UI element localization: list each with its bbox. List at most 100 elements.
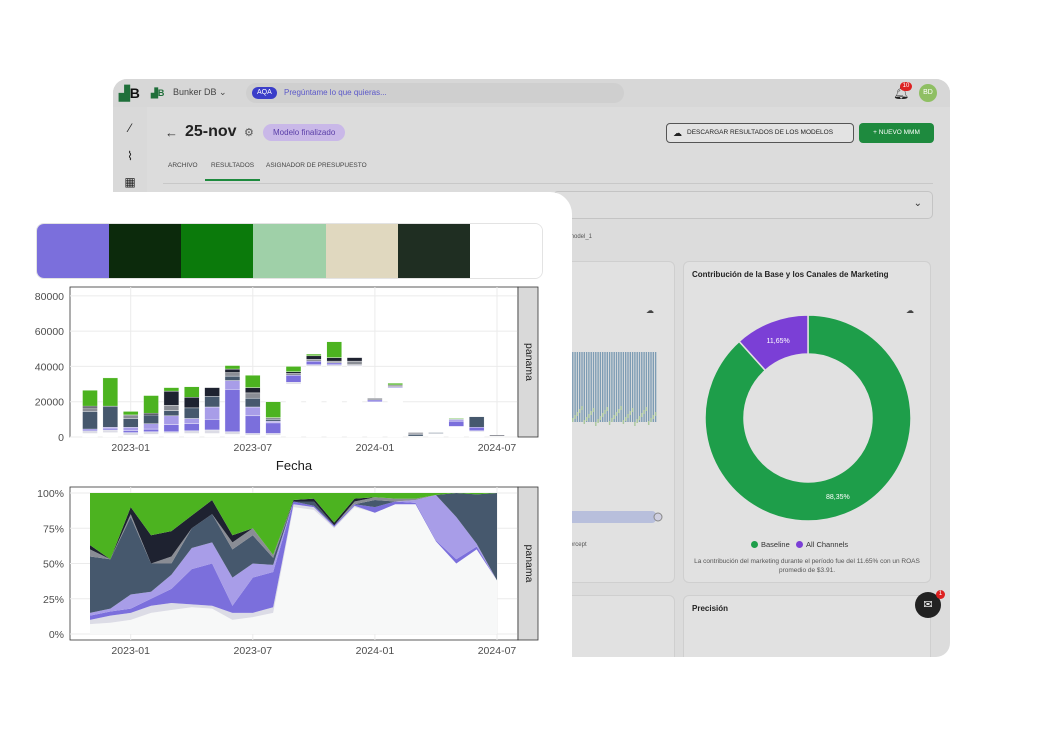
decomposition-bar-top <box>618 409 620 413</box>
decomposition-bar-top <box>645 407 648 411</box>
bar-segment <box>407 434 424 437</box>
decomposition-bar-top <box>602 413 604 417</box>
gear-icon[interactable]: ⚙ <box>244 127 254 139</box>
bar-segment <box>326 362 342 365</box>
x-tick-label: 2023-01 <box>111 442 150 454</box>
legend-all-channels: All Channels <box>806 540 849 549</box>
new-mmm-button[interactable]: + NUEVO MMM <box>859 123 934 143</box>
decomposition-bar <box>620 352 622 422</box>
bar-segment <box>387 384 403 387</box>
bar-segment <box>265 401 281 418</box>
area-series <box>90 501 497 620</box>
bar-segment <box>245 415 261 434</box>
bar-segment <box>346 360 363 365</box>
wand-icon[interactable]: ⁄ <box>128 121 131 135</box>
avatar[interactable]: BD <box>919 84 937 102</box>
cloud-download-icon[interactable]: ☁ <box>906 306 914 315</box>
bar-segment <box>245 433 261 436</box>
notification-count: 10 <box>900 82 912 91</box>
bar-segment <box>468 427 485 432</box>
bar-segment <box>184 386 200 398</box>
decomposition-bar <box>576 352 579 422</box>
bar-segment <box>102 429 119 433</box>
slider-handle[interactable] <box>653 512 663 522</box>
y-tick-label: 50% <box>43 559 64 571</box>
donut-slice <box>704 314 912 522</box>
bar-segment <box>143 412 159 416</box>
status-badge: Modelo finalizado <box>263 124 346 141</box>
tab-asignador[interactable]: ASIGNADOR DE PRESUPUESTO <box>266 162 367 169</box>
decomposition-bar <box>572 352 574 422</box>
card-title: Contribución de la Base y los Canales de… <box>692 270 889 279</box>
grid-icon[interactable]: ▦ <box>124 175 136 189</box>
ask-badge: AQA <box>252 87 277 99</box>
decomposition-bar <box>650 352 652 422</box>
new-mmm-label: NUEVO MMM <box>878 129 920 136</box>
bar-segment <box>204 429 220 434</box>
bar-segment <box>82 407 98 412</box>
tab-resultados[interactable]: RESULTADOS <box>211 162 255 169</box>
chart-icon[interactable]: ⌇ <box>127 149 133 163</box>
decomposition-bar-top <box>576 412 579 416</box>
tab-archivo[interactable]: ARCHIVO <box>168 162 198 169</box>
bar-segment <box>265 419 281 422</box>
bar-segment <box>245 397 261 408</box>
decomposition-bar <box>615 352 618 422</box>
decomposition-bar-top <box>572 418 574 422</box>
bar-segment <box>204 433 220 438</box>
decomposition-bar <box>652 352 654 422</box>
bar-segment <box>224 380 241 390</box>
decomposition-bar-top <box>643 410 645 414</box>
y-tick-label: 75% <box>43 523 64 535</box>
bar-segment <box>448 419 464 422</box>
bar-segment <box>285 382 302 385</box>
ask-placeholder: Pregúntame lo que quieras... <box>284 88 387 97</box>
model-select[interactable]: ⌄ <box>553 191 933 219</box>
palette-swatch-5 <box>397 224 470 278</box>
workspace-logo-icon: ▟B <box>151 88 165 98</box>
bar-segment <box>468 431 485 438</box>
ask-input[interactable]: AQA Pregúntame lo que quieras... <box>246 83 624 103</box>
decomposition-bar <box>645 352 648 422</box>
decomposition-bar <box>618 352 620 422</box>
area-series <box>90 493 497 613</box>
back-arrow-icon[interactable]: ← <box>165 125 178 140</box>
decomposition-bar <box>613 352 615 422</box>
palette-swatch-0 <box>37 224 110 278</box>
color-palette <box>36 223 543 279</box>
model-id: model_1 <box>569 234 593 240</box>
bar-segment <box>306 353 322 357</box>
decomposition-bar <box>585 352 588 422</box>
bar-segment <box>489 435 505 437</box>
bar-segment <box>387 387 403 438</box>
intercept-label: Intercept <box>563 542 587 548</box>
decomposition-bar-top <box>613 415 615 419</box>
bar-segment <box>245 392 261 399</box>
bar-segment <box>122 432 139 436</box>
palette-swatch-3 <box>253 224 326 278</box>
decomposition-bar-top <box>611 418 613 422</box>
decomposition-bar-top <box>652 415 654 419</box>
bar-segment <box>122 418 139 428</box>
brand-logo[interactable]: ▟B <box>119 85 140 101</box>
bar-segment <box>143 414 159 424</box>
cloud-download-icon: ☁ <box>673 128 682 138</box>
decomposition-bar <box>590 352 592 422</box>
bar-segment <box>265 420 281 424</box>
x-tick-label: 2023-07 <box>234 442 273 454</box>
bar-segment <box>428 432 444 434</box>
bar-segment <box>387 382 403 386</box>
download-results-button[interactable]: ☁ DESCARGAR RESULTADOS DE LOS MODELOS <box>666 123 854 143</box>
decomposition-bar <box>597 352 599 422</box>
bar-segment <box>163 387 180 392</box>
x-tick-label: 2024-01 <box>356 442 395 454</box>
workspace-selector[interactable]: Bunker DB ⌄ <box>173 87 227 97</box>
divider <box>163 183 933 184</box>
bar-segment <box>245 435 261 438</box>
bar-segment <box>306 366 322 438</box>
y-tick-label: 25% <box>43 594 64 606</box>
bar-segment <box>143 428 159 432</box>
range-slider[interactable] <box>556 511 656 523</box>
bar-segment <box>245 387 261 394</box>
cloud-download-icon[interactable]: ☁ <box>646 306 654 315</box>
